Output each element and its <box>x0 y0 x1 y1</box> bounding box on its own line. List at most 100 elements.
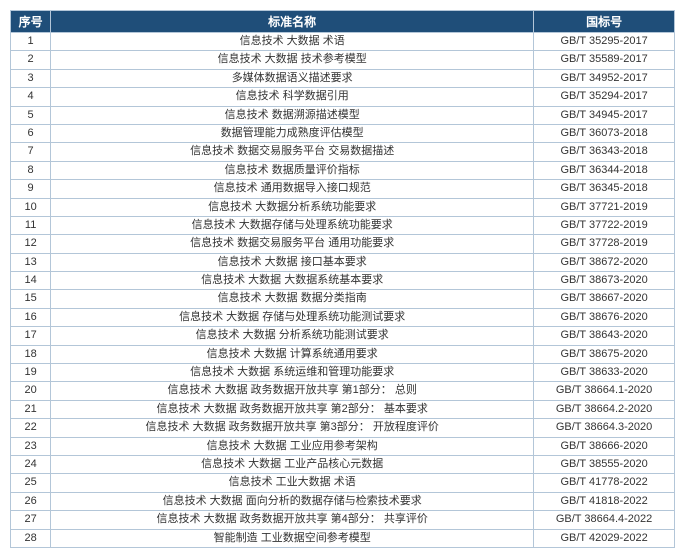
cell-num: 10 <box>11 198 51 216</box>
cell-name: 信息技术 大数据存储与处理系统功能要求 <box>51 216 534 234</box>
table-row: 11信息技术 大数据存储与处理系统功能要求GB/T 37722-2019 <box>11 216 675 234</box>
table-row: 28智能制造 工业数据空间参考模型GB/T 42029-2022 <box>11 529 675 547</box>
table-row: 18信息技术 大数据 计算系统通用要求GB/T 38675-2020 <box>11 345 675 363</box>
cell-name: 信息技术 工业大数据 术语 <box>51 474 534 492</box>
cell-num: 20 <box>11 382 51 400</box>
cell-name: 信息技术 大数据 大数据系统基本要求 <box>51 272 534 290</box>
table-row: 7信息技术 数据交易服务平台 交易数据描述GB/T 36343-2018 <box>11 143 675 161</box>
table-row: 12信息技术 数据交易服务平台 通用功能要求GB/T 37728-2019 <box>11 235 675 253</box>
table-row: 6数据管理能力成熟度评估模型GB/T 36073-2018 <box>11 124 675 142</box>
cell-code: GB/T 38666-2020 <box>534 437 675 455</box>
cell-num: 6 <box>11 124 51 142</box>
cell-num: 23 <box>11 437 51 455</box>
cell-name: 信息技术 大数据 政务数据开放共享 第4部分： 共享评价 <box>51 511 534 529</box>
cell-code: GB/T 38664.4-2022 <box>534 511 675 529</box>
table-row: 13信息技术 大数据 接口基本要求GB/T 38672-2020 <box>11 253 675 271</box>
cell-name: 信息技术 数据交易服务平台 交易数据描述 <box>51 143 534 161</box>
cell-code: GB/T 38667-2020 <box>534 290 675 308</box>
cell-name: 信息技术 大数据 政务数据开放共享 第2部分： 基本要求 <box>51 400 534 418</box>
table-row: 15信息技术 大数据 数据分类指南GB/T 38667-2020 <box>11 290 675 308</box>
cell-num: 26 <box>11 492 51 510</box>
cell-code: GB/T 35295-2017 <box>534 33 675 51</box>
table-header: 序号 标准名称 国标号 <box>11 11 675 33</box>
cell-code: GB/T 42029-2022 <box>534 529 675 547</box>
cell-num: 7 <box>11 143 51 161</box>
cell-code: GB/T 38673-2020 <box>534 272 675 290</box>
col-header-code: 国标号 <box>534 11 675 33</box>
cell-num: 28 <box>11 529 51 547</box>
table-row: 19信息技术 大数据 系统运维和管理功能要求GB/T 38633-2020 <box>11 364 675 382</box>
cell-num: 1 <box>11 33 51 51</box>
cell-num: 27 <box>11 511 51 529</box>
cell-code: GB/T 37721-2019 <box>534 198 675 216</box>
cell-name: 信息技术 大数据 工业应用参考架构 <box>51 437 534 455</box>
cell-code: GB/T 38664.3-2020 <box>534 419 675 437</box>
cell-name: 信息技术 大数据 系统运维和管理功能要求 <box>51 364 534 382</box>
cell-name: 信息技术 科学数据引用 <box>51 88 534 106</box>
cell-num: 4 <box>11 88 51 106</box>
table-row: 2信息技术 大数据 技术参考模型GB/T 35589-2017 <box>11 51 675 69</box>
cell-code: GB/T 38672-2020 <box>534 253 675 271</box>
cell-num: 2 <box>11 51 51 69</box>
cell-num: 18 <box>11 345 51 363</box>
table-row: 10信息技术 大数据分析系统功能要求GB/T 37721-2019 <box>11 198 675 216</box>
cell-num: 11 <box>11 216 51 234</box>
cell-num: 17 <box>11 327 51 345</box>
cell-name: 信息技术 大数据 计算系统通用要求 <box>51 345 534 363</box>
cell-name: 信息技术 大数据分析系统功能要求 <box>51 198 534 216</box>
table-row: 5信息技术 数据溯源描述模型GB/T 34945-2017 <box>11 106 675 124</box>
table-row: 21信息技术 大数据 政务数据开放共享 第2部分： 基本要求GB/T 38664… <box>11 400 675 418</box>
table-row: 20信息技术 大数据 政务数据开放共享 第1部分： 总则GB/T 38664.1… <box>11 382 675 400</box>
cell-name: 信息技术 大数据 接口基本要求 <box>51 253 534 271</box>
cell-code: GB/T 36343-2018 <box>534 143 675 161</box>
cell-num: 15 <box>11 290 51 308</box>
cell-name: 数据管理能力成熟度评估模型 <box>51 124 534 142</box>
cell-code: GB/T 36344-2018 <box>534 161 675 179</box>
table-row: 26信息技术 大数据 面向分析的数据存储与检索技术要求GB/T 41818-20… <box>11 492 675 510</box>
table-row: 1信息技术 大数据 术语GB/T 35295-2017 <box>11 33 675 51</box>
table-row: 25信息技术 工业大数据 术语GB/T 41778-2022 <box>11 474 675 492</box>
cell-name: 信息技术 大数据 面向分析的数据存储与检索技术要求 <box>51 492 534 510</box>
table-row: 3多媒体数据语义描述要求GB/T 34952-2017 <box>11 69 675 87</box>
cell-name: 多媒体数据语义描述要求 <box>51 69 534 87</box>
cell-num: 8 <box>11 161 51 179</box>
cell-num: 21 <box>11 400 51 418</box>
cell-name: 信息技术 大数据 术语 <box>51 33 534 51</box>
cell-name: 信息技术 大数据 分析系统功能测试要求 <box>51 327 534 345</box>
cell-code: GB/T 37728-2019 <box>534 235 675 253</box>
table-row: 14信息技术 大数据 大数据系统基本要求GB/T 38673-2020 <box>11 272 675 290</box>
cell-code: GB/T 38643-2020 <box>534 327 675 345</box>
cell-num: 12 <box>11 235 51 253</box>
cell-name: 信息技术 大数据 技术参考模型 <box>51 51 534 69</box>
table-row: 23信息技术 大数据 工业应用参考架构GB/T 38666-2020 <box>11 437 675 455</box>
cell-code: GB/T 38675-2020 <box>534 345 675 363</box>
cell-name: 信息技术 通用数据导入接口规范 <box>51 180 534 198</box>
standards-table: 序号 标准名称 国标号 1信息技术 大数据 术语GB/T 35295-20172… <box>10 10 675 548</box>
cell-num: 3 <box>11 69 51 87</box>
cell-name: 信息技术 大数据 政务数据开放共享 第1部分： 总则 <box>51 382 534 400</box>
cell-code: GB/T 36345-2018 <box>534 180 675 198</box>
cell-name: 信息技术 大数据 工业产品核心元数据 <box>51 455 534 473</box>
cell-num: 24 <box>11 455 51 473</box>
cell-name: 信息技术 数据交易服务平台 通用功能要求 <box>51 235 534 253</box>
cell-code: GB/T 41818-2022 <box>534 492 675 510</box>
cell-code: GB/T 35294-2017 <box>534 88 675 106</box>
table-row: 9信息技术 通用数据导入接口规范GB/T 36345-2018 <box>11 180 675 198</box>
table-row: 24信息技术 大数据 工业产品核心元数据GB/T 38555-2020 <box>11 455 675 473</box>
cell-code: GB/T 36073-2018 <box>534 124 675 142</box>
cell-code: GB/T 38633-2020 <box>534 364 675 382</box>
cell-code: GB/T 34945-2017 <box>534 106 675 124</box>
cell-name: 信息技术 数据溯源描述模型 <box>51 106 534 124</box>
table-row: 8信息技术 数据质量评价指标GB/T 36344-2018 <box>11 161 675 179</box>
table-row: 17信息技术 大数据 分析系统功能测试要求GB/T 38643-2020 <box>11 327 675 345</box>
cell-num: 13 <box>11 253 51 271</box>
col-header-name: 标准名称 <box>51 11 534 33</box>
table-row: 22信息技术 大数据 政务数据开放共享 第3部分： 开放程度评价GB/T 386… <box>11 419 675 437</box>
cell-num: 19 <box>11 364 51 382</box>
cell-num: 5 <box>11 106 51 124</box>
cell-num: 22 <box>11 419 51 437</box>
cell-num: 14 <box>11 272 51 290</box>
cell-code: GB/T 38676-2020 <box>534 308 675 326</box>
cell-name: 智能制造 工业数据空间参考模型 <box>51 529 534 547</box>
cell-name: 信息技术 大数据 政务数据开放共享 第3部分： 开放程度评价 <box>51 419 534 437</box>
